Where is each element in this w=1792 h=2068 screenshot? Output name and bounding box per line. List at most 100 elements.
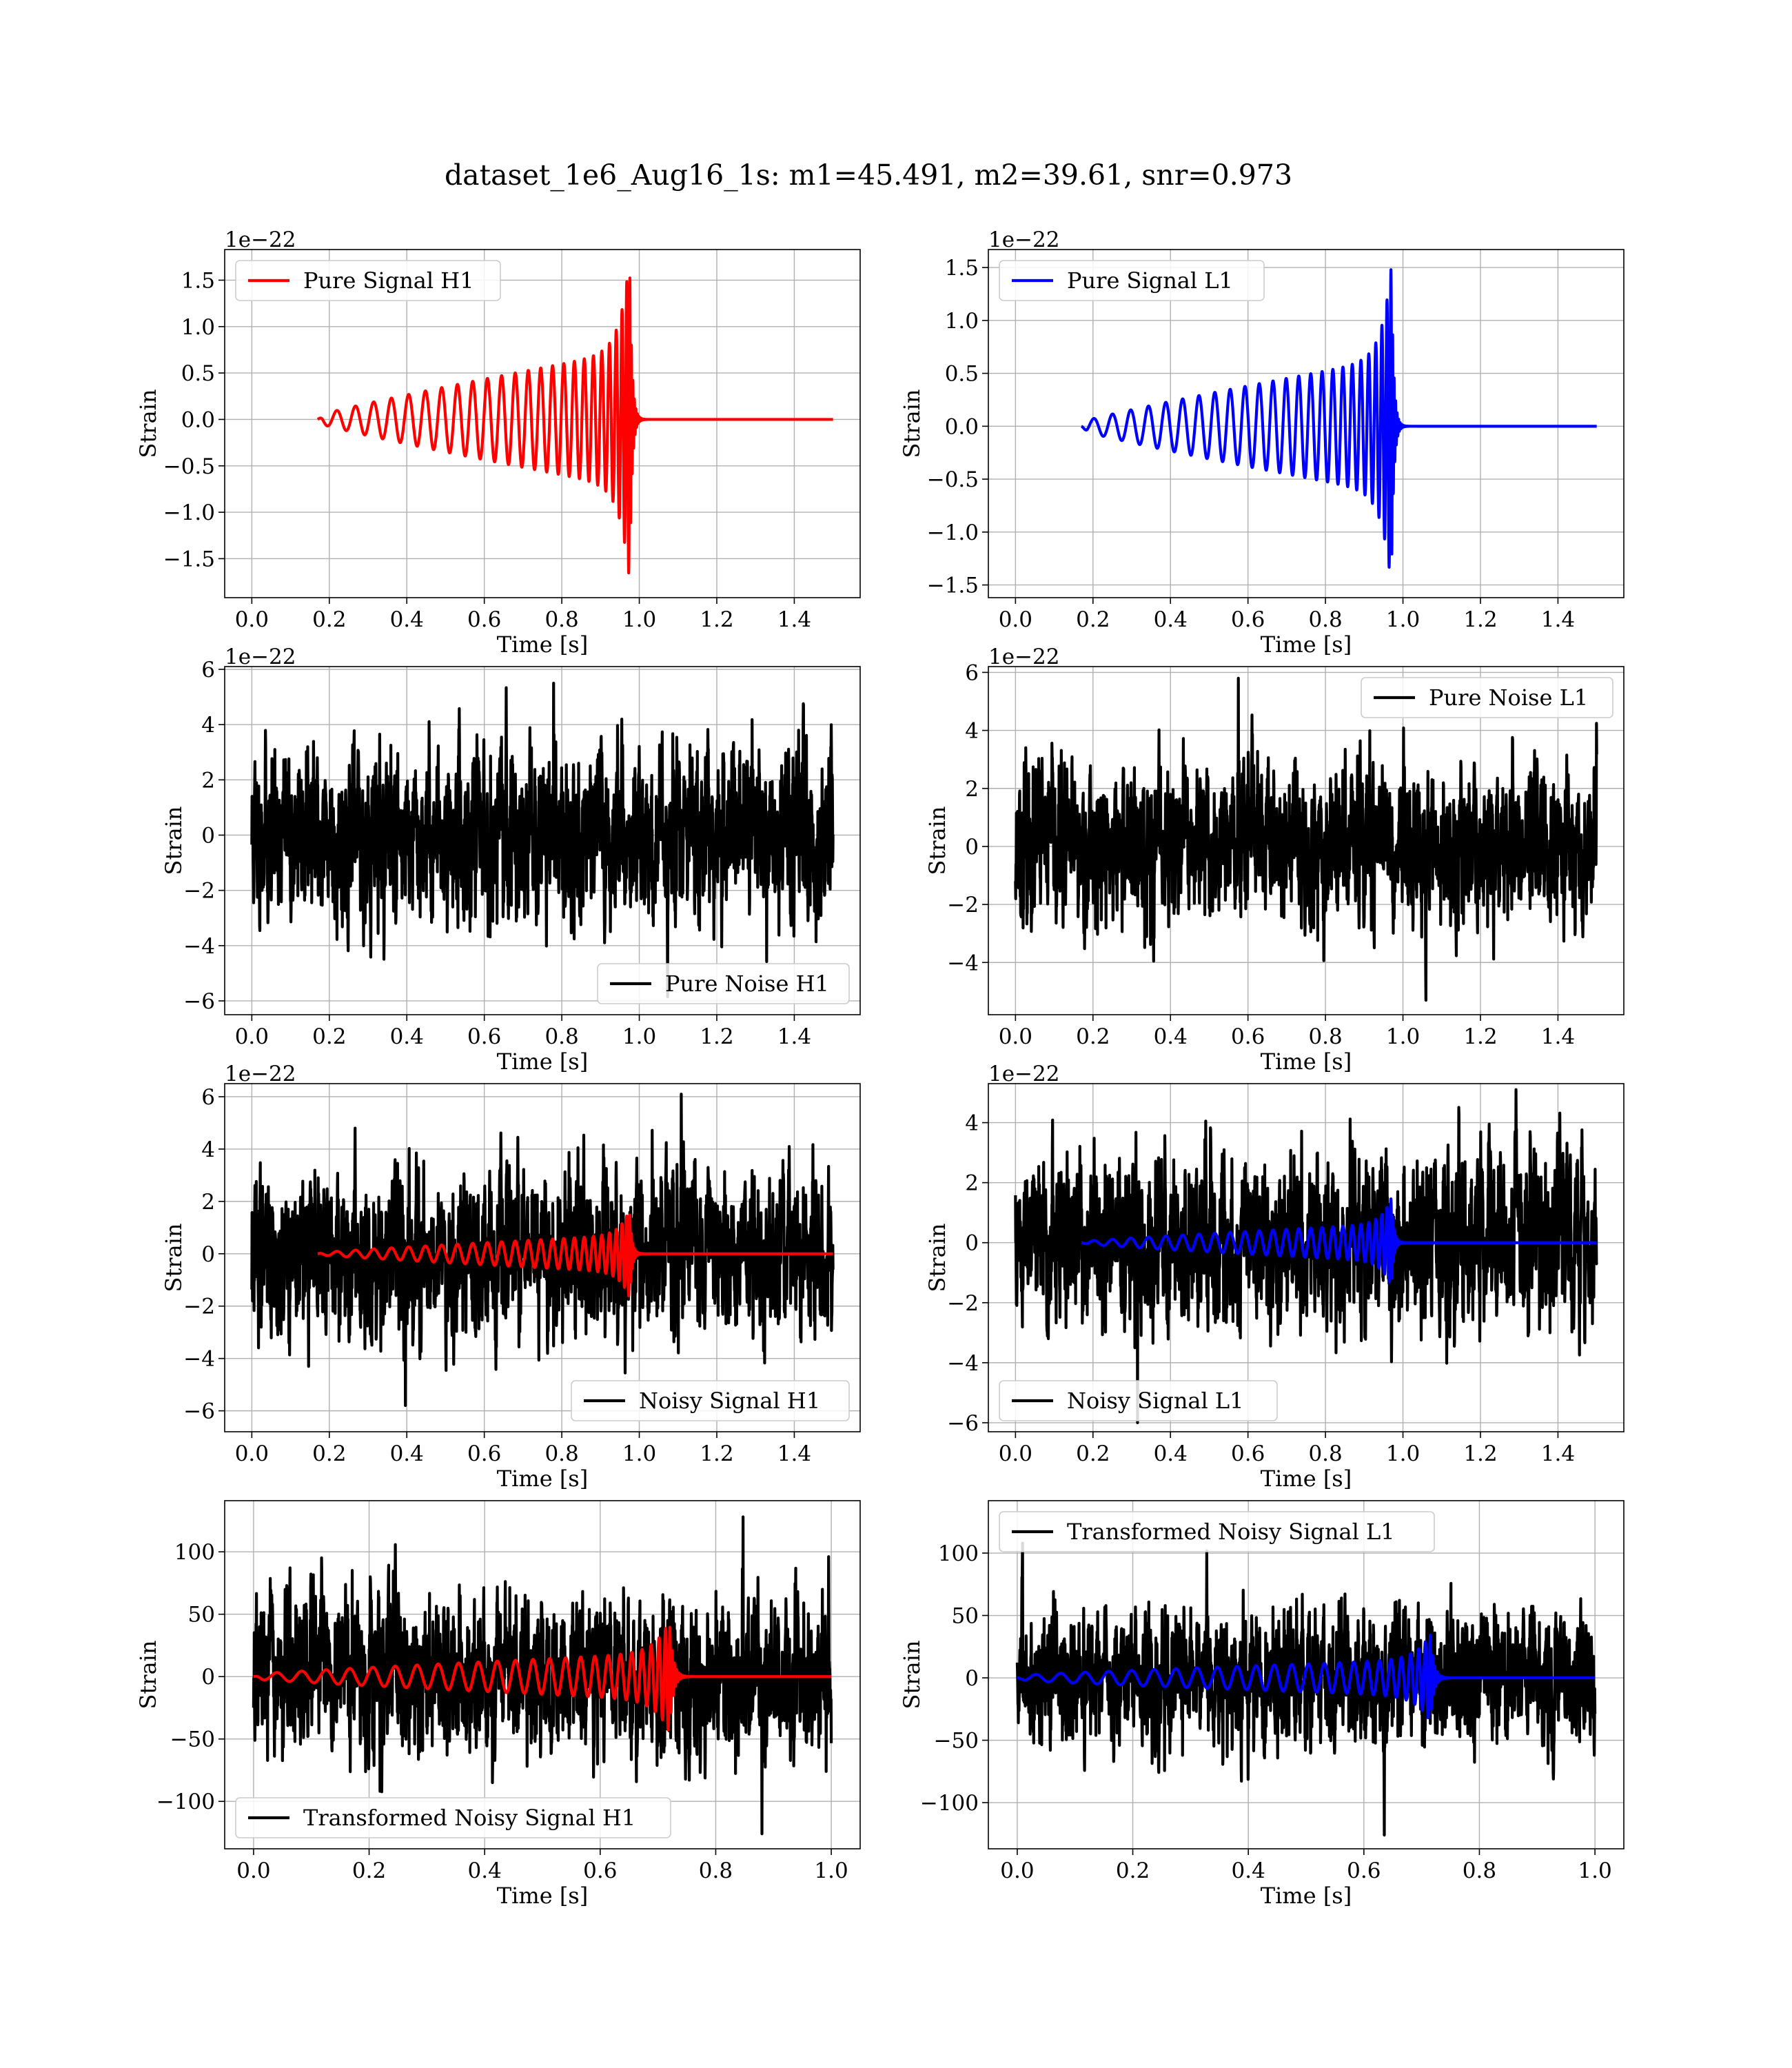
y-axis-label: Strain — [135, 1641, 161, 1710]
subplot-pure-noise-h1: 0.0 0.2 0.4 0.6 0.8 1.0 1.2 1.4 −6 −4 −2 0 2 4 6 Time [… — [161, 645, 861, 1075]
x-tick-label: 0.4 — [1232, 1858, 1265, 1883]
legend: Pure Noise L1 — [1361, 677, 1613, 718]
legend-box — [235, 260, 501, 301]
x-tick-label: 0.2 — [352, 1858, 386, 1883]
y-offset-text: 1e−22 — [225, 1062, 296, 1086]
legend: Noisy Signal L1 — [999, 1380, 1278, 1421]
legend-entry: Noisy Signal L1 — [1067, 1388, 1244, 1414]
y-tick-label: 0 — [965, 835, 979, 860]
x-tick-label: 0.4 — [390, 1024, 424, 1049]
y-tick-label: 1.0 — [945, 309, 979, 334]
x-tick-label: 0.4 — [390, 607, 424, 632]
y-tick-label: −6 — [183, 1399, 215, 1424]
x-axis-label: Time [s] — [1261, 631, 1352, 658]
x-axis-label: Time [s] — [1261, 1883, 1352, 1909]
subplot-grid: 0.0 0.2 0.4 0.6 0.8 1.0 1.2 1.4 −1.5 −1.0 −0.5 0.0 0… — [135, 227, 1625, 1909]
x-tick-label: 1.4 — [777, 607, 811, 632]
x-tick-label: 0.2 — [312, 1441, 346, 1466]
y-offset-text: 1e−22 — [225, 645, 296, 669]
x-tick-label: 0.6 — [583, 1858, 617, 1883]
y-tick-label: 50 — [188, 1603, 215, 1628]
subplot-pure-signal-h1: 0.0 0.2 0.4 0.6 0.8 1.0 1.2 1.4 −1.5 −1.0 −0.5 0.0 0… — [135, 227, 861, 658]
x-tick-label: 0.6 — [1231, 1441, 1265, 1466]
y-offset-text: 1e−22 — [988, 645, 1060, 669]
y-tick-label: 6 — [201, 658, 215, 682]
axes-frame — [224, 249, 861, 598]
y-tick-label: 0 — [201, 1665, 215, 1690]
x-tick-label: 0.4 — [1154, 1441, 1188, 1466]
x-tick-label: 0.0 — [999, 1441, 1032, 1466]
series-line-pure-signal-h1 — [316, 276, 835, 575]
x-tick-label: 1.4 — [777, 1441, 811, 1466]
y-tick-label: 6 — [201, 1085, 215, 1110]
series-line-pure-noise-h1 — [250, 681, 835, 999]
legend-entry: Pure Signal H1 — [303, 267, 474, 294]
legend-box — [571, 1380, 850, 1421]
x-tick-label: 0.6 — [467, 607, 501, 632]
x-axis-label: Time [s] — [1261, 1466, 1352, 1492]
axes-frame — [988, 1083, 1625, 1432]
y-axis-label: Strain — [924, 807, 950, 875]
x-tick-label: 0.8 — [1308, 1441, 1342, 1466]
x-tick-label: 0.8 — [699, 1858, 733, 1883]
series-group — [250, 681, 835, 999]
legend-box — [235, 1797, 671, 1838]
legend: Transformed Noisy Signal L1 — [999, 1511, 1435, 1552]
series-line-noisy-signal-l1 — [1014, 1088, 1598, 1425]
x-tick-label: 1.2 — [1463, 1441, 1497, 1466]
x-tick-label: 1.0 — [1578, 1858, 1611, 1883]
y-tick-label: −2 — [183, 1295, 215, 1319]
y-axis-label: Strain — [161, 807, 187, 875]
series-line-pure-signal-l1 — [1079, 268, 1598, 569]
legend: Pure Noise H1 — [597, 963, 850, 1004]
x-tick-label: 0.2 — [1076, 607, 1110, 632]
y-tick-label: 2 — [201, 1190, 215, 1215]
legend: Pure Signal L1 — [999, 260, 1265, 301]
y-tick-label: −1.5 — [163, 547, 215, 571]
legend: Noisy Signal H1 — [571, 1380, 850, 1421]
legend-box — [999, 1511, 1435, 1552]
x-tick-label: 0.8 — [544, 1024, 578, 1049]
y-tick-label: −1.0 — [163, 500, 215, 525]
x-tick-label: 0.2 — [312, 1024, 346, 1049]
y-tick-label: 100 — [938, 1541, 979, 1566]
legend-entry: Transformed Noisy Signal H1 — [303, 1805, 635, 1831]
x-tick-label: 1.4 — [1541, 1441, 1575, 1466]
series-line-transformed-noisy-signal-h1 — [252, 1515, 833, 1836]
legend: Pure Signal H1 — [235, 260, 501, 301]
y-offset-text: 1e−22 — [988, 1062, 1060, 1086]
y-tick-label: −1.5 — [927, 574, 979, 598]
x-axis-label: Time [s] — [497, 1883, 588, 1909]
y-offset-text: 1e−22 — [225, 227, 296, 252]
axes-frame — [224, 1083, 861, 1432]
x-tick-label: 1.2 — [1463, 607, 1497, 632]
y-tick-label: 4 — [965, 719, 979, 744]
x-axis-label: Time [s] — [497, 1048, 588, 1075]
x-axis-label: Time [s] — [497, 631, 588, 658]
series-line-chirp-overlay — [252, 1625, 833, 1732]
x-tick-label: 1.0 — [1386, 1024, 1420, 1049]
x-tick-label: 0.4 — [1154, 1024, 1188, 1049]
x-tick-label: 0.2 — [1076, 1441, 1110, 1466]
y-tick-label: −100 — [920, 1791, 979, 1816]
x-axis-label: Time [s] — [497, 1466, 588, 1492]
y-tick-label: −0.5 — [163, 454, 215, 479]
series-group — [316, 276, 835, 575]
series-group — [1015, 1541, 1597, 1837]
y-tick-label: 0 — [965, 1666, 979, 1691]
x-tick-label: 0.8 — [1308, 1024, 1342, 1049]
y-tick-label: 100 — [174, 1540, 215, 1565]
series-group — [252, 1515, 833, 1836]
subplot-transformed-noisy-signal-h1: 0.0 0.2 0.4 0.6 0.8 1.0 −100 −50 0 50 100 Time [s] S… — [135, 1500, 861, 1909]
x-tick-label: 0.6 — [467, 1024, 501, 1049]
x-tick-label: 0.2 — [1076, 1024, 1110, 1049]
y-tick-label: −0.5 — [927, 467, 979, 492]
series-group — [1014, 676, 1598, 1002]
x-tick-label: 0.8 — [1463, 1858, 1496, 1883]
x-tick-label: 0.0 — [999, 607, 1032, 632]
series-line-chirp-overlay — [316, 1213, 835, 1297]
x-tick-label: 0.4 — [1154, 607, 1188, 632]
legend-entry: Pure Signal L1 — [1067, 267, 1233, 294]
y-tick-label: −2 — [947, 1291, 979, 1316]
y-tick-label: 0.5 — [945, 362, 979, 387]
